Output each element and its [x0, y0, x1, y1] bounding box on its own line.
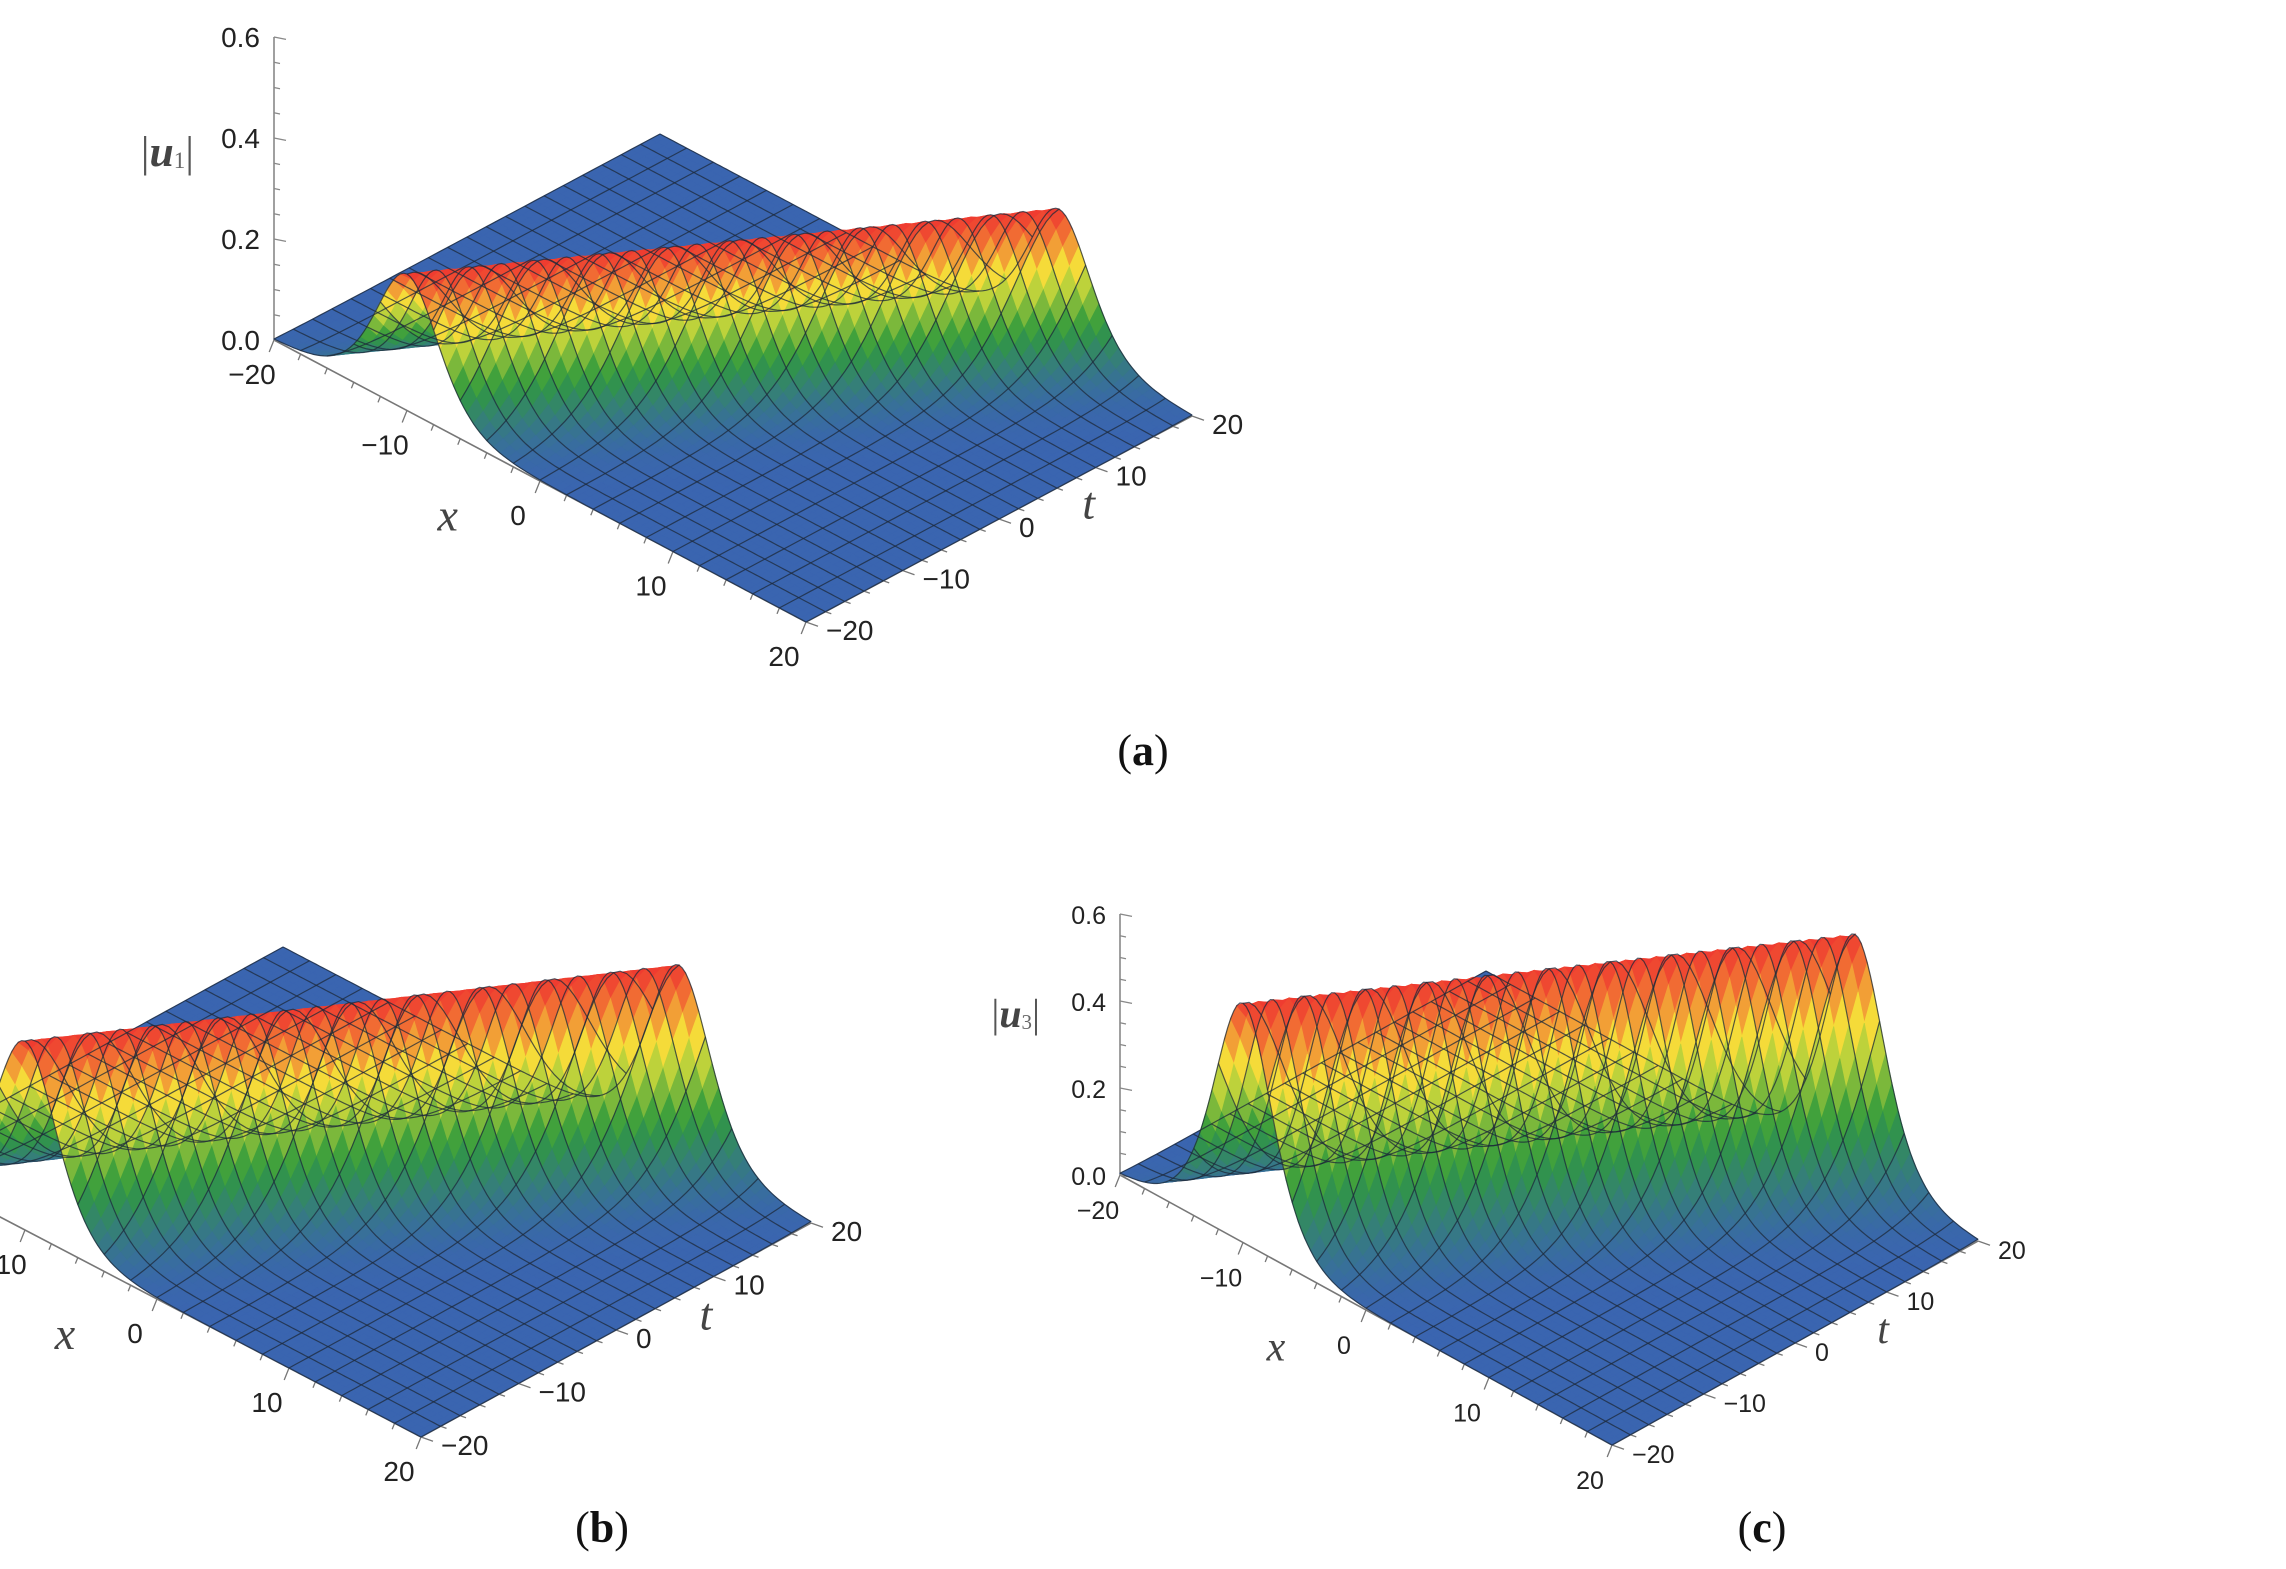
x-tick: [563, 494, 568, 502]
x-tick: [297, 353, 302, 361]
z-tick: [273, 213, 281, 216]
t-tick: [1133, 446, 1141, 450]
t-tick: [1037, 497, 1044, 502]
z-tick: [273, 36, 287, 41]
x-tick: [800, 621, 807, 635]
x-tick: [268, 339, 275, 353]
t-tick: [1153, 435, 1160, 440]
x-tick: [377, 396, 382, 403]
x-tick: [483, 452, 488, 460]
x-tick: [643, 537, 648, 544]
t-tick: [1075, 477, 1083, 481]
t-tick: [940, 549, 948, 553]
t-tick: [844, 600, 851, 605]
z-tick: [273, 314, 281, 317]
z-tick: [273, 162, 281, 166]
t-tick: [1095, 466, 1108, 473]
t-tick: [863, 590, 871, 594]
x-tick: [723, 579, 727, 586]
t-tick: [1191, 415, 1205, 421]
t-tick: [1114, 456, 1122, 460]
t-tick: [882, 580, 890, 584]
t-tick: [825, 611, 832, 615]
x-tick: [776, 607, 781, 615]
z-tick: [273, 86, 281, 90]
x-tick: [667, 551, 674, 564]
z-tick: [273, 112, 281, 115]
z-tick: [273, 187, 281, 191]
x-tick: [430, 424, 435, 431]
t-tick: [979, 528, 986, 533]
t-tick: [805, 621, 819, 627]
x-tick: [401, 410, 408, 423]
z-tick: [273, 238, 287, 243]
x-tick: [324, 367, 328, 375]
t-tick: [902, 569, 915, 576]
t-tick: [1018, 508, 1025, 512]
x-tick: [350, 382, 355, 389]
z-tick: [273, 137, 287, 142]
t-tick: [921, 559, 929, 563]
t-tick: [960, 538, 967, 543]
x-tick: [616, 523, 621, 530]
x-tick: [696, 565, 701, 572]
t-tick: [998, 518, 1012, 524]
t-tick: [1056, 487, 1064, 491]
x-tick: [457, 438, 461, 445]
x-tick: [749, 593, 754, 601]
x-tick: [534, 480, 541, 494]
z-tick: [273, 288, 281, 292]
x-tick: [590, 508, 594, 516]
t-tick: [1172, 425, 1179, 430]
x-tick: [510, 466, 515, 474]
z-tick: [273, 61, 281, 65]
z-tick: [273, 263, 281, 267]
